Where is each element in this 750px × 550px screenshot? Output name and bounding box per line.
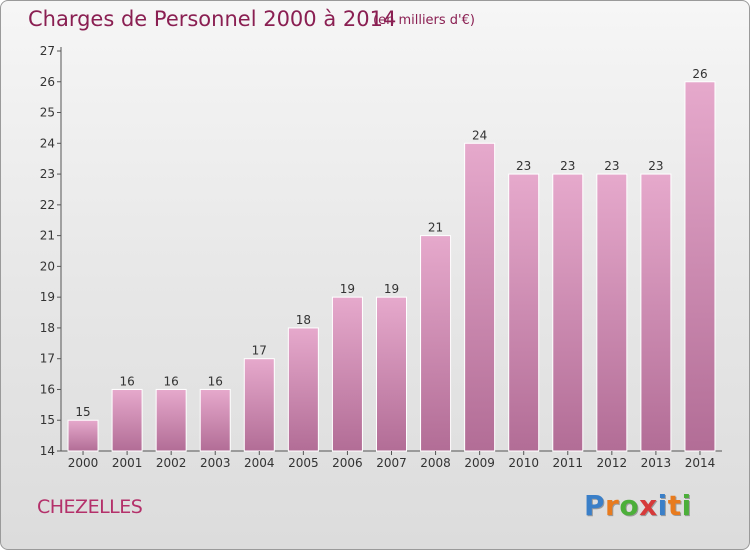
bar-value-label: 26 <box>692 67 707 81</box>
x-tick-label: 2011 <box>552 456 583 470</box>
y-tick-label: 19 <box>40 290 55 304</box>
logo-letter: i <box>681 489 692 522</box>
y-tick-label: 25 <box>40 106 55 120</box>
bar <box>67 419 99 452</box>
y-tick-label: 14 <box>40 444 55 458</box>
bar <box>155 388 187 452</box>
x-tick-label: 2009 <box>464 456 495 470</box>
logo-letter: P <box>584 489 606 522</box>
logo-letter: x <box>639 489 658 522</box>
bar <box>552 173 584 452</box>
bar-value-label: 23 <box>648 159 663 173</box>
bar <box>640 173 672 452</box>
bar-value-label: 23 <box>560 159 575 173</box>
bar-value-label: 17 <box>252 344 267 358</box>
y-tick-label: 18 <box>40 321 55 335</box>
bar <box>596 173 628 452</box>
y-tick-label: 23 <box>40 167 55 181</box>
bar-value-label: 18 <box>296 313 311 327</box>
logo-letter: r <box>605 489 620 522</box>
x-tick-label: 2006 <box>332 456 363 470</box>
bar <box>331 296 363 452</box>
x-tick-label: 2014 <box>685 456 716 470</box>
y-tick-label: 22 <box>40 198 55 212</box>
bar <box>287 327 319 452</box>
x-tick-label: 2001 <box>112 456 143 470</box>
proxiti-logo: Proxiti <box>584 489 692 522</box>
logo-letter: i <box>657 489 668 522</box>
y-tick-label: 15 <box>40 413 55 427</box>
x-tick-label: 2012 <box>597 456 628 470</box>
x-tick-label: 2007 <box>376 456 407 470</box>
commune-name: CHEZELLES <box>37 496 143 518</box>
bar <box>420 235 452 452</box>
bar <box>199 388 231 452</box>
bar-value-label: 21 <box>428 221 443 235</box>
x-tick-label: 2004 <box>244 456 275 470</box>
x-tick-label: 2013 <box>641 456 672 470</box>
bar-value-label: 23 <box>604 159 619 173</box>
bar-value-label: 16 <box>119 374 134 388</box>
bar-value-label: 16 <box>208 374 223 388</box>
x-tick-label: 2010 <box>508 456 539 470</box>
x-tick-label: 2000 <box>68 456 99 470</box>
bar-value-label: 23 <box>516 159 531 173</box>
bar-value-label: 15 <box>75 405 90 419</box>
y-tick-label: 16 <box>40 382 55 396</box>
y-tick-label: 24 <box>40 136 55 150</box>
y-tick-label: 17 <box>40 352 55 366</box>
bar-value-label: 19 <box>340 282 355 296</box>
bar <box>243 358 275 452</box>
bar <box>508 173 540 452</box>
x-tick-label: 2002 <box>156 456 187 470</box>
y-tick-label: 20 <box>40 259 55 273</box>
bar-value-label: 19 <box>384 282 399 296</box>
bar <box>684 81 716 452</box>
x-tick-label: 2003 <box>200 456 231 470</box>
y-tick-label: 26 <box>40 75 55 89</box>
y-tick-label: 21 <box>40 229 55 243</box>
bar <box>464 142 496 452</box>
x-tick-label: 2005 <box>288 456 319 470</box>
bar-value-label: 16 <box>164 374 179 388</box>
chart-subtitle: (en milliers d'€) <box>373 13 475 28</box>
bar <box>111 388 143 452</box>
logo-letter: t <box>667 489 682 522</box>
bar <box>376 296 407 452</box>
logo-letter: o <box>619 489 640 522</box>
bar-value-label: 24 <box>472 128 487 142</box>
y-tick-label: 27 <box>40 44 55 58</box>
x-tick-label: 2008 <box>420 456 451 470</box>
chart-title: Charges de Personnel 2000 à 2014 <box>28 7 397 31</box>
